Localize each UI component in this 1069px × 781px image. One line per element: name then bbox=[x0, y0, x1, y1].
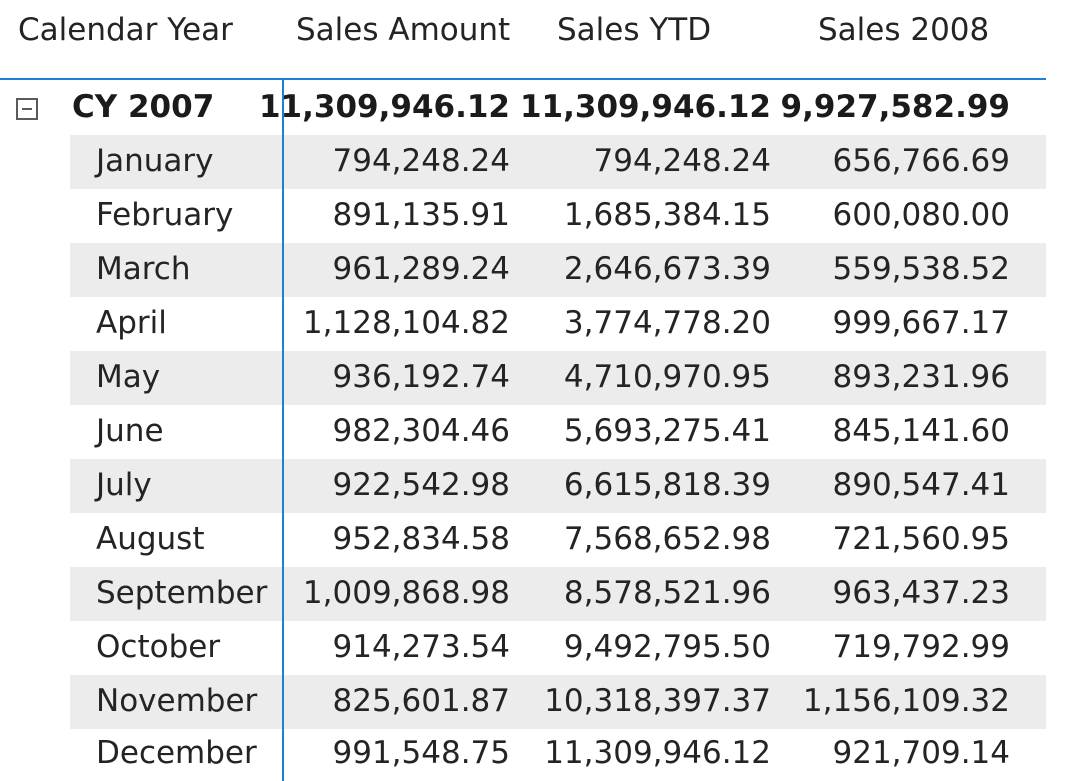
row-header-cell: March bbox=[96, 251, 191, 287]
sales-2008-cell: 963,437.23 bbox=[832, 575, 1011, 611]
group-row-cy-2007: CY 2007 11,309,946.12 11,309,946.12 9,92… bbox=[0, 81, 1046, 135]
sales-amount-cell: 936,192.74 bbox=[332, 359, 511, 395]
row-header-cell: February bbox=[96, 197, 234, 233]
table-row: September 1,009,868.98 8,578,521.96 963,… bbox=[0, 567, 1046, 621]
sales-ytd-cell: 7,568,652.98 bbox=[563, 521, 771, 557]
sales-amount-cell: 891,135.91 bbox=[332, 197, 511, 233]
minus-glyph bbox=[22, 108, 32, 110]
sales-2008-cell: 921,709.14 bbox=[832, 735, 1011, 771]
sales-ytd-cell: 1,685,384.15 bbox=[563, 197, 771, 233]
table-row: August 952,834.58 7,568,652.98 721,560.9… bbox=[0, 513, 1046, 567]
sales-2008-cell: 845,141.60 bbox=[832, 413, 1011, 449]
sales-amount-cell: 794,248.24 bbox=[332, 143, 511, 179]
sales-ytd-cell: 4,710,970.95 bbox=[563, 359, 771, 395]
indent-band bbox=[0, 675, 70, 729]
sales-amount-cell: 991,548.75 bbox=[332, 735, 511, 771]
sales-amount-cell: 1,128,104.82 bbox=[302, 305, 510, 341]
row-header-divider bbox=[282, 80, 284, 781]
row-header-cell: January bbox=[96, 143, 214, 179]
minus-square-icon[interactable] bbox=[16, 98, 38, 120]
row-header-cell: December bbox=[96, 735, 257, 771]
sales-ytd-cell: 5,693,275.41 bbox=[563, 413, 771, 449]
row-header-cell: November bbox=[96, 683, 258, 719]
row-header-cell: July bbox=[96, 467, 152, 503]
sales-amount-cell: 914,273.54 bbox=[332, 629, 511, 665]
indent-band bbox=[0, 459, 70, 513]
table-row: July 922,542.98 6,615,818.39 890,547.41 bbox=[0, 459, 1046, 513]
indent-band bbox=[0, 135, 70, 189]
sales-2008-cell: 893,231.96 bbox=[832, 359, 1011, 395]
sales-2008-cell: 600,080.00 bbox=[832, 197, 1011, 233]
column-header-row: Calendar Year Sales Amount Sales YTD Sal… bbox=[0, 0, 1046, 80]
indent-band bbox=[0, 351, 70, 405]
row-header-cell: August bbox=[96, 521, 205, 557]
row-header-cell: June bbox=[96, 413, 164, 449]
indent-band bbox=[0, 567, 70, 621]
table-row: December 991,548.75 11,309,946.12 921,70… bbox=[0, 727, 1046, 781]
sales-2008-cell: 999,667.17 bbox=[832, 305, 1011, 341]
column-header-calendar-year[interactable]: Calendar Year bbox=[18, 12, 233, 48]
column-header-sales-ytd[interactable]: Sales YTD bbox=[557, 12, 712, 48]
sales-amount-cell: 952,834.58 bbox=[332, 521, 511, 557]
indent-band bbox=[0, 243, 70, 297]
table-row: April 1,128,104.82 3,774,778.20 999,667.… bbox=[0, 297, 1046, 351]
row-header-cell: April bbox=[96, 305, 167, 341]
table-row: March 961,289.24 2,646,673.39 559,538.52 bbox=[0, 243, 1046, 297]
column-header-sales-amount[interactable]: Sales Amount bbox=[296, 12, 511, 48]
sales-2008-cell: 890,547.41 bbox=[832, 467, 1011, 503]
sales-ytd-cell: 9,492,795.50 bbox=[563, 629, 771, 665]
table-row: November 825,601.87 10,318,397.37 1,156,… bbox=[0, 675, 1046, 729]
row-header-cell: May bbox=[96, 359, 161, 395]
sales-ytd-cell: 11,309,946.12 bbox=[544, 735, 771, 771]
sales-ytd-cell: 11,309,946.12 bbox=[519, 89, 771, 125]
table-row: May 936,192.74 4,710,970.95 893,231.96 bbox=[0, 351, 1046, 405]
sales-amount-cell: 961,289.24 bbox=[332, 251, 511, 287]
table-row: June 982,304.46 5,693,275.41 845,141.60 bbox=[0, 405, 1046, 459]
table-row: October 914,273.54 9,492,795.50 719,792.… bbox=[0, 621, 1046, 675]
sales-2008-cell: 656,766.69 bbox=[832, 143, 1011, 179]
table-row: January 794,248.24 794,248.24 656,766.69 bbox=[0, 135, 1046, 189]
row-header-cell: September bbox=[96, 575, 268, 611]
sales-amount-cell: 922,542.98 bbox=[332, 467, 511, 503]
row-header-cell: CY 2007 bbox=[72, 89, 215, 125]
sales-ytd-cell: 10,318,397.37 bbox=[544, 683, 771, 719]
sales-ytd-cell: 8,578,521.96 bbox=[563, 575, 771, 611]
sales-ytd-cell: 6,615,818.39 bbox=[563, 467, 771, 503]
sales-amount-cell: 825,601.87 bbox=[332, 683, 511, 719]
sales-2008-cell: 1,156,109.32 bbox=[802, 683, 1010, 719]
sales-2008-cell: 721,560.95 bbox=[832, 521, 1011, 557]
table-row: February 891,135.91 1,685,384.15 600,080… bbox=[0, 189, 1046, 243]
sales-2008-cell: 719,792.99 bbox=[832, 629, 1011, 665]
row-header-cell: October bbox=[96, 629, 221, 665]
sales-ytd-cell: 2,646,673.39 bbox=[563, 251, 771, 287]
sales-2008-cell: 9,927,582.99 bbox=[780, 89, 1010, 125]
sales-amount-cell: 11,309,946.12 bbox=[258, 89, 510, 125]
sales-amount-cell: 1,009,868.98 bbox=[302, 575, 510, 611]
sales-ytd-cell: 794,248.24 bbox=[593, 143, 772, 179]
column-header-sales-2008[interactable]: Sales 2008 bbox=[818, 12, 990, 48]
sales-2008-cell: 559,538.52 bbox=[832, 251, 1011, 287]
sales-ytd-cell: 3,774,778.20 bbox=[563, 305, 771, 341]
sales-amount-cell: 982,304.46 bbox=[332, 413, 511, 449]
